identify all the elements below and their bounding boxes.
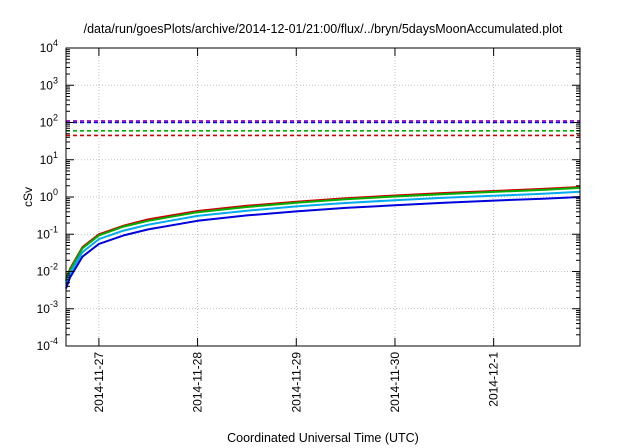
x-axis-label: Coordinated Universal Time (UTC) xyxy=(227,431,419,445)
grid xyxy=(66,48,580,346)
x-tick-label: 2014-11-29 xyxy=(289,352,303,413)
series-line xyxy=(65,196,581,289)
series-lines xyxy=(65,186,581,289)
x-tick-label: 2014-11-28 xyxy=(191,352,205,413)
y-tick-label: 10-2 xyxy=(37,262,58,279)
x-tick-label: 2014-11-27 xyxy=(92,352,106,413)
chart-title: /data/run/goesPlots/archive/2014-12-01/2… xyxy=(84,22,563,36)
y-tick-label: 102 xyxy=(40,113,58,130)
threshold-lines xyxy=(66,120,580,137)
x-tick-label: 2014-12-1 xyxy=(487,352,501,407)
y-tick-label: 10-4 xyxy=(37,336,58,353)
x-tick-label: 2014-11-30 xyxy=(388,352,402,413)
y-tick-label: 101 xyxy=(40,150,58,167)
series-line xyxy=(65,190,581,285)
y-axis-label: cSv xyxy=(21,187,35,207)
series-line xyxy=(65,186,581,282)
y-axis: 10-4 10-3 10-2 10-1 100 101 102 103 104 xyxy=(37,38,580,353)
y-tick-label: 104 xyxy=(40,38,58,55)
y-tick-label: 100 xyxy=(40,187,58,204)
y-tick-label: 103 xyxy=(40,75,58,92)
x-axis: 2014-11-27 2014-11-28 2014-11-29 2014-11-30… xyxy=(92,48,501,413)
y-tick-label: 10-3 xyxy=(37,299,58,316)
y-tick-label: 10-1 xyxy=(37,224,58,241)
plot-frame xyxy=(65,47,581,347)
